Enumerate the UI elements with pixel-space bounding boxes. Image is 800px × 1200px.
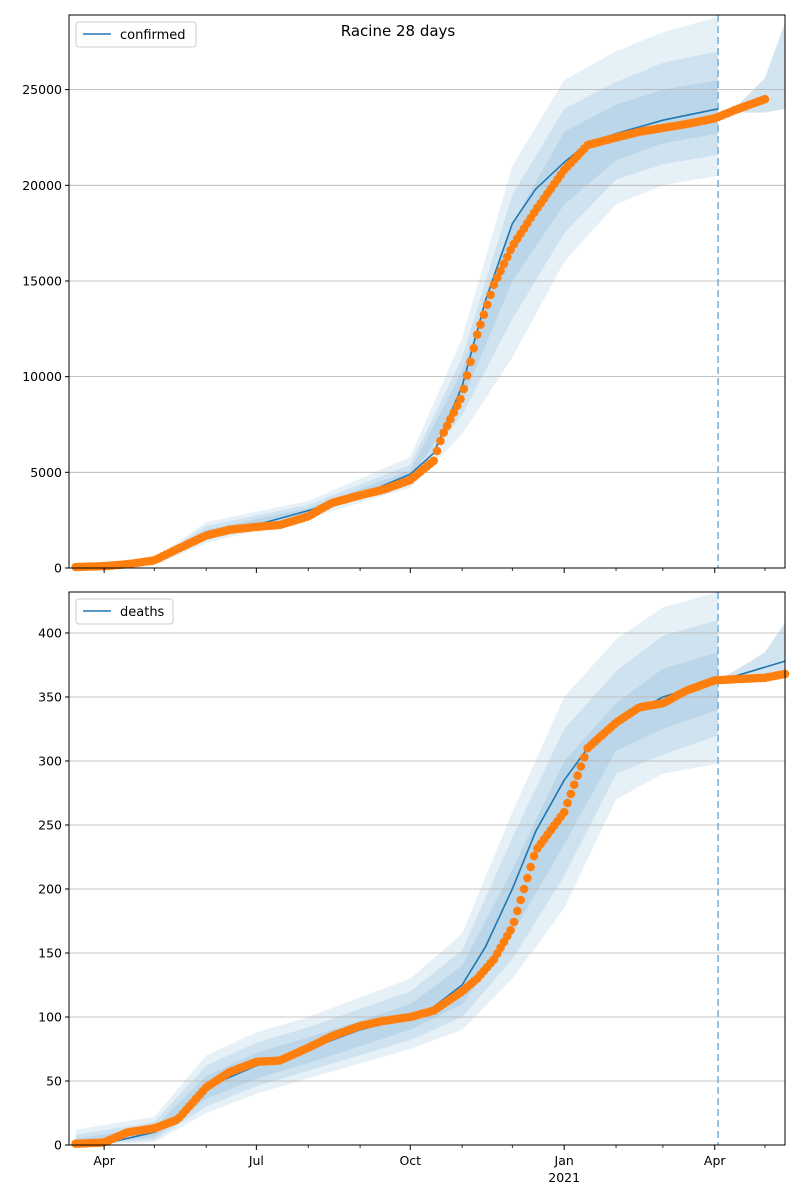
y-tick-label: 25000 xyxy=(22,82,62,97)
y-tick-label: 15000 xyxy=(22,273,62,288)
observed-point xyxy=(569,780,579,789)
y-tick-label: 50 xyxy=(46,1073,62,1088)
observed-point xyxy=(432,446,442,456)
y-tick-label: 150 xyxy=(38,945,62,960)
observed-point xyxy=(469,343,479,353)
observed-point xyxy=(559,807,569,817)
uncertainty-band xyxy=(75,652,719,1145)
deaths-y-ticks: 0 50 100 150 200 250 300 350 400 xyxy=(38,625,69,1153)
x-tick-label: Jan xyxy=(554,1153,574,1168)
y-tick-label: 350 xyxy=(38,689,62,704)
confirmed-panel: 0 5000 10000 15000 20000 25000 Racine 28 days… xyxy=(22,14,786,576)
x-tick-label: Jul xyxy=(248,1153,264,1168)
observed-point xyxy=(429,456,439,466)
observed-point xyxy=(573,771,582,780)
y-tick-label: 10000 xyxy=(22,369,62,384)
legend-box xyxy=(75,598,174,625)
observed-point xyxy=(523,873,532,883)
observed-point xyxy=(479,310,489,320)
observed-point xyxy=(493,273,502,283)
confirmed-axes xyxy=(68,14,786,569)
observed-point xyxy=(446,414,455,424)
x-year-label: 2021 xyxy=(548,1170,580,1185)
observed-point xyxy=(449,408,459,417)
observed-point xyxy=(526,862,535,872)
observed-point xyxy=(516,895,525,905)
observed-point xyxy=(466,357,475,367)
deaths-axes xyxy=(68,591,786,1146)
observed-point xyxy=(436,436,445,446)
axes-frame xyxy=(68,14,786,569)
observed-point xyxy=(486,290,495,300)
x-tick-label: Oct xyxy=(399,1153,421,1168)
observed-point xyxy=(482,300,492,310)
legend-label-confirmed: confirmed xyxy=(120,28,186,43)
observed-point xyxy=(442,421,452,431)
observed-point xyxy=(456,394,465,404)
y-tick-label: 20000 xyxy=(22,178,62,193)
observed-point xyxy=(489,280,499,290)
x-tick-label: Apr xyxy=(704,1153,726,1168)
x-tick-label: Apr xyxy=(93,1153,115,1168)
confirmed-gridlines xyxy=(69,89,785,473)
observed-point xyxy=(513,906,522,916)
y-tick-label: 100 xyxy=(38,1009,62,1024)
observed-point xyxy=(509,917,519,927)
observed-point xyxy=(452,401,462,411)
deaths-gridlines xyxy=(69,632,785,1082)
y-tick-label: 0 xyxy=(54,1138,62,1153)
chart-title: Racine 28 days xyxy=(341,22,456,40)
y-tick-label: 200 xyxy=(38,881,62,896)
deaths-x-ticks: Apr Jul Oct Jan Apr 2021 xyxy=(93,1145,766,1185)
confirmed-x-ticks xyxy=(103,568,766,573)
legend-label-deaths: deaths xyxy=(120,605,165,620)
observed-point xyxy=(580,753,589,762)
uncertainty-band xyxy=(75,620,719,1145)
y-tick-label: 5000 xyxy=(30,465,62,480)
observed-point xyxy=(503,252,512,262)
observed-point xyxy=(563,798,572,808)
axes-frame xyxy=(68,591,786,1146)
deaths-uncertainty-bands xyxy=(75,592,785,1145)
observed-point xyxy=(499,259,509,269)
y-tick-label: 0 xyxy=(54,561,62,576)
confirmed-y-ticks: 0 5000 10000 15000 20000 25000 xyxy=(22,82,69,576)
uncertainty-band xyxy=(75,80,719,568)
deaths-legend: deaths xyxy=(75,598,174,625)
confirmed-legend: confirmed xyxy=(75,21,197,48)
observed-point xyxy=(476,320,485,329)
uncertainty-band xyxy=(75,16,719,568)
forecast-band xyxy=(718,22,785,113)
observed-point xyxy=(462,371,472,380)
confirmed-uncertainty-bands xyxy=(75,16,785,568)
deaths-observed-points xyxy=(71,669,790,1148)
observed-point xyxy=(529,851,539,861)
y-tick-label: 250 xyxy=(38,817,62,832)
y-tick-label: 400 xyxy=(38,625,62,640)
observed-point xyxy=(760,94,770,104)
confirmed-observed-points xyxy=(71,94,770,572)
observed-point xyxy=(459,384,469,394)
observed-point xyxy=(519,884,529,894)
y-tick-label: 300 xyxy=(38,753,62,768)
observed-point xyxy=(439,428,449,437)
observed-point xyxy=(496,266,505,276)
observed-point xyxy=(506,926,515,935)
observed-point xyxy=(472,330,482,339)
observed-point xyxy=(576,762,586,771)
uncertainty-band xyxy=(75,592,719,1145)
observed-point xyxy=(566,789,576,799)
legend-box xyxy=(75,21,197,48)
